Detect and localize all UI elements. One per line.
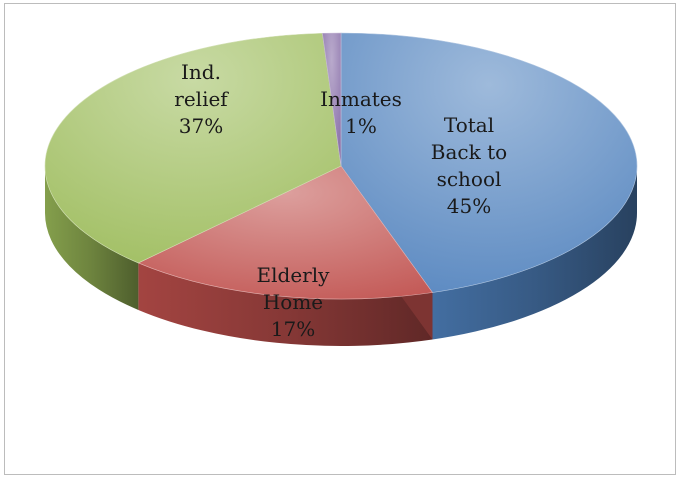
slice-label-line: 17%	[271, 317, 315, 341]
slice-label-0: Total Back to school 45%	[431, 113, 507, 218]
pie-side-1	[138, 262, 433, 346]
slice-label-line: 45%	[447, 194, 491, 218]
pie-slice-0	[340, 32, 638, 293]
slice-label-line: Elderly	[257, 263, 331, 287]
slice-label-line: school	[437, 167, 502, 191]
slice-label-3: Inmates 1%	[320, 87, 402, 138]
slice-label-line: Inmates	[320, 87, 402, 111]
pie-slice-3	[322, 32, 342, 167]
slice-label-line: Total	[444, 113, 494, 137]
slice-label-line: Ind.	[181, 60, 221, 84]
slice-label-2: Ind. relief 37%	[174, 60, 229, 138]
pie-chart: Total Back to school 45% Elderly Home 17% Ind. r…	[44, 32, 638, 346]
chart-area: Total Back to school 45% Elderly Home 17% Ind. r…	[4, 3, 676, 475]
slice-label-line: Home	[263, 290, 323, 314]
pie-side-0	[432, 166, 637, 340]
pie-slice-2	[44, 32, 342, 264]
slice-label-1: Elderly Home 17%	[257, 263, 331, 341]
pie-top	[44, 32, 638, 300]
slice-label-line: 37%	[179, 114, 223, 138]
slice-label-line: relief	[174, 87, 229, 111]
slice-label-line: Back to	[431, 140, 507, 164]
pie-slice-1	[137, 165, 434, 300]
slice-labels: Total Back to school 45% Elderly Home 17% Ind. r…	[174, 60, 507, 341]
slice-label-line: 1%	[345, 114, 377, 138]
